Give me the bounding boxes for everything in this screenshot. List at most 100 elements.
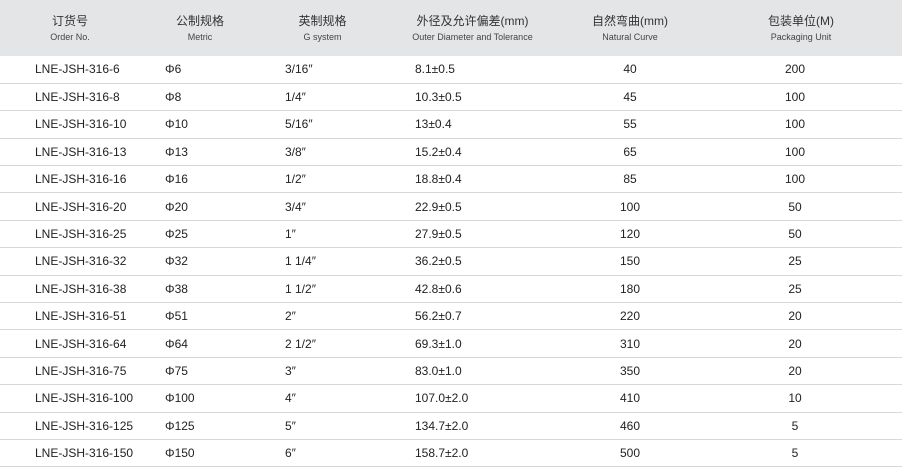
header-en: Metric — [187, 31, 213, 42]
table-row: LNE-JSH-316-20 Φ20 3/4″ 22.9±0.5 100 50 — [0, 193, 902, 221]
table-cell: 100 — [784, 117, 806, 132]
table-cell: 25 — [788, 281, 802, 296]
header-cell: 包装单位(M) Packaging Unit — [700, 0, 902, 56]
table-cell: 5/16″ — [285, 117, 313, 132]
table-cell: LNE-JSH-316-38 — [35, 281, 127, 296]
table-cell: Φ13 — [165, 144, 188, 159]
table-cell: 150 — [619, 254, 641, 269]
table-cell: Φ51 — [165, 309, 188, 324]
header-zh: 订货号 — [51, 13, 88, 28]
table-cell: 5 — [791, 418, 799, 433]
header-zh: 英制规格 — [298, 13, 347, 28]
table-row: LNE-JSH-316-150 Φ150 6″ 158.7±2.0 500 5 — [0, 439, 902, 467]
table-row: LNE-JSH-316-10 Φ10 5/16″ 13±0.4 55 100 — [0, 111, 902, 139]
table-cell: Φ125 — [165, 418, 195, 433]
table-cell: Φ64 — [165, 336, 188, 351]
header-cell: 自然弯曲(mm) Natural Curve — [560, 0, 700, 56]
header-zh: 包装单位(M) — [768, 13, 834, 28]
header-en: G system — [303, 31, 342, 42]
table-cell: 3/16″ — [285, 62, 313, 77]
table-cell: 10 — [788, 391, 802, 406]
table-cell: 1 1/2″ — [285, 281, 316, 296]
header-en: Natural Curve — [602, 31, 658, 42]
table-row: LNE-JSH-316-125 Φ125 5″ 134.7±2.0 460 5 — [0, 412, 902, 440]
table-body: LNE-JSH-316-6 Φ6 3/16″ 8.1±0.5 40 200 LNE-JSH-… — [0, 56, 902, 467]
table-cell: 310 — [619, 336, 641, 351]
table-row: LNE-JSH-316-32 Φ32 1 1/4″ 36.2±0.5 150 25 — [0, 248, 902, 276]
table-cell: Φ75 — [165, 363, 188, 378]
table-row: LNE-JSH-316-6 Φ6 3/16″ 8.1±0.5 40 200 — [0, 56, 902, 84]
table-cell: 100 — [784, 144, 806, 159]
table-row: LNE-JSH-316-16 Φ16 1/2″ 18.8±0.4 85 100 — [0, 166, 902, 193]
table-cell: 1″ — [285, 227, 296, 242]
table-cell: LNE-JSH-316-125 — [35, 418, 134, 433]
table-cell: LNE-JSH-316-8 — [35, 90, 120, 105]
table-cell: Φ100 — [165, 391, 195, 406]
table-cell: 20 — [788, 363, 802, 378]
table-cell: LNE-JSH-316-32 — [35, 254, 127, 269]
table-cell: 10.3±0.5 — [415, 90, 462, 105]
table-row: LNE-JSH-316-51 Φ51 2″ 56.2±0.7 220 20 — [0, 303, 902, 330]
table-cell: 220 — [619, 309, 641, 324]
header-zh: 公制规格 — [175, 13, 224, 28]
table-cell: LNE-JSH-316-20 — [35, 199, 127, 214]
table-cell: 55 — [623, 117, 637, 132]
table-cell: 65 — [623, 144, 637, 159]
table-row: LNE-JSH-316-64 Φ64 2 1/2″ 69.3±1.0 310 20 — [0, 330, 902, 358]
table-cell: 50 — [788, 199, 802, 214]
table-cell: 83.0±1.0 — [415, 363, 462, 378]
header-cell: 外径及允许偏差(mm) Outer Diameter and Tolerance — [385, 0, 560, 56]
table-cell: 134.7±2.0 — [415, 418, 469, 433]
table-row: LNE-JSH-316-100 Φ100 4″ 107.0±2.0 410 10 — [0, 385, 902, 413]
table-cell: 20 — [788, 309, 802, 324]
table-cell: 410 — [619, 391, 641, 406]
table-cell: Φ32 — [165, 254, 188, 269]
table-cell: 2 1/2″ — [285, 336, 316, 351]
table-cell: LNE-JSH-316-150 — [35, 446, 134, 461]
table-cell: Φ10 — [165, 117, 188, 132]
table-row: LNE-JSH-316-75 Φ75 3″ 83.0±1.0 350 20 — [0, 357, 902, 385]
table-cell: Φ6 — [165, 62, 182, 77]
table-cell: 100 — [784, 90, 806, 105]
table-cell: 120 — [619, 227, 641, 242]
table-cell: 22.9±0.5 — [415, 199, 462, 214]
table-cell: 45 — [623, 90, 637, 105]
table-cell: LNE-JSH-316-64 — [35, 336, 127, 351]
table-cell: 40 — [623, 62, 637, 77]
table-cell: 69.3±1.0 — [415, 336, 462, 351]
table-cell: Φ20 — [165, 199, 188, 214]
table-cell: 350 — [619, 363, 641, 378]
header-cell: 公制规格 Metric — [140, 0, 260, 56]
table-cell: 100 — [619, 199, 641, 214]
table-cell: 1/4″ — [285, 90, 306, 105]
table-row: LNE-JSH-316-8 Φ8 1/4″ 10.3±0.5 45 100 — [0, 83, 902, 111]
table-cell: 460 — [619, 418, 641, 433]
table-cell: 2″ — [285, 309, 296, 324]
table-cell: 36.2±0.5 — [415, 254, 462, 269]
table-cell: 13±0.4 — [415, 117, 452, 132]
header-zh: 外径及允许偏差(mm) — [416, 13, 529, 28]
header-en: Packaging Unit — [770, 31, 832, 42]
table-cell: 15.2±0.4 — [415, 144, 462, 159]
table-cell: LNE-JSH-316-100 — [35, 391, 134, 406]
header-row: 订货号 Order No. 公制规格 Metric 英制规格 G system 外径及允许偏… — [0, 0, 902, 56]
table-cell: 27.9±0.5 — [415, 227, 462, 242]
table-cell: 85 — [623, 172, 637, 187]
header-zh: 自然弯曲(mm) — [592, 13, 668, 28]
table-cell: LNE-JSH-316-6 — [35, 62, 120, 77]
table-cell: 50 — [788, 227, 802, 242]
table-cell: Φ16 — [165, 172, 188, 187]
table-cell: 158.7±2.0 — [415, 446, 469, 461]
header-cell: 英制规格 G system — [260, 0, 385, 56]
table-header: 订货号 Order No. 公制规格 Metric 英制规格 G system 外径及允许偏… — [0, 0, 902, 56]
table-cell: 1 1/4″ — [285, 254, 316, 269]
table-row: LNE-JSH-316-13 Φ13 3/8″ 15.2±0.4 65 100 — [0, 138, 902, 166]
table-cell: 107.0±2.0 — [415, 391, 469, 406]
table-cell: Φ8 — [165, 90, 182, 105]
table-cell: 200 — [784, 62, 806, 77]
table-cell: Φ38 — [165, 281, 188, 296]
header-en: Outer Diameter and Tolerance — [412, 31, 533, 42]
header-cell: 订货号 Order No. — [0, 0, 140, 56]
table-cell: 5″ — [285, 418, 296, 433]
